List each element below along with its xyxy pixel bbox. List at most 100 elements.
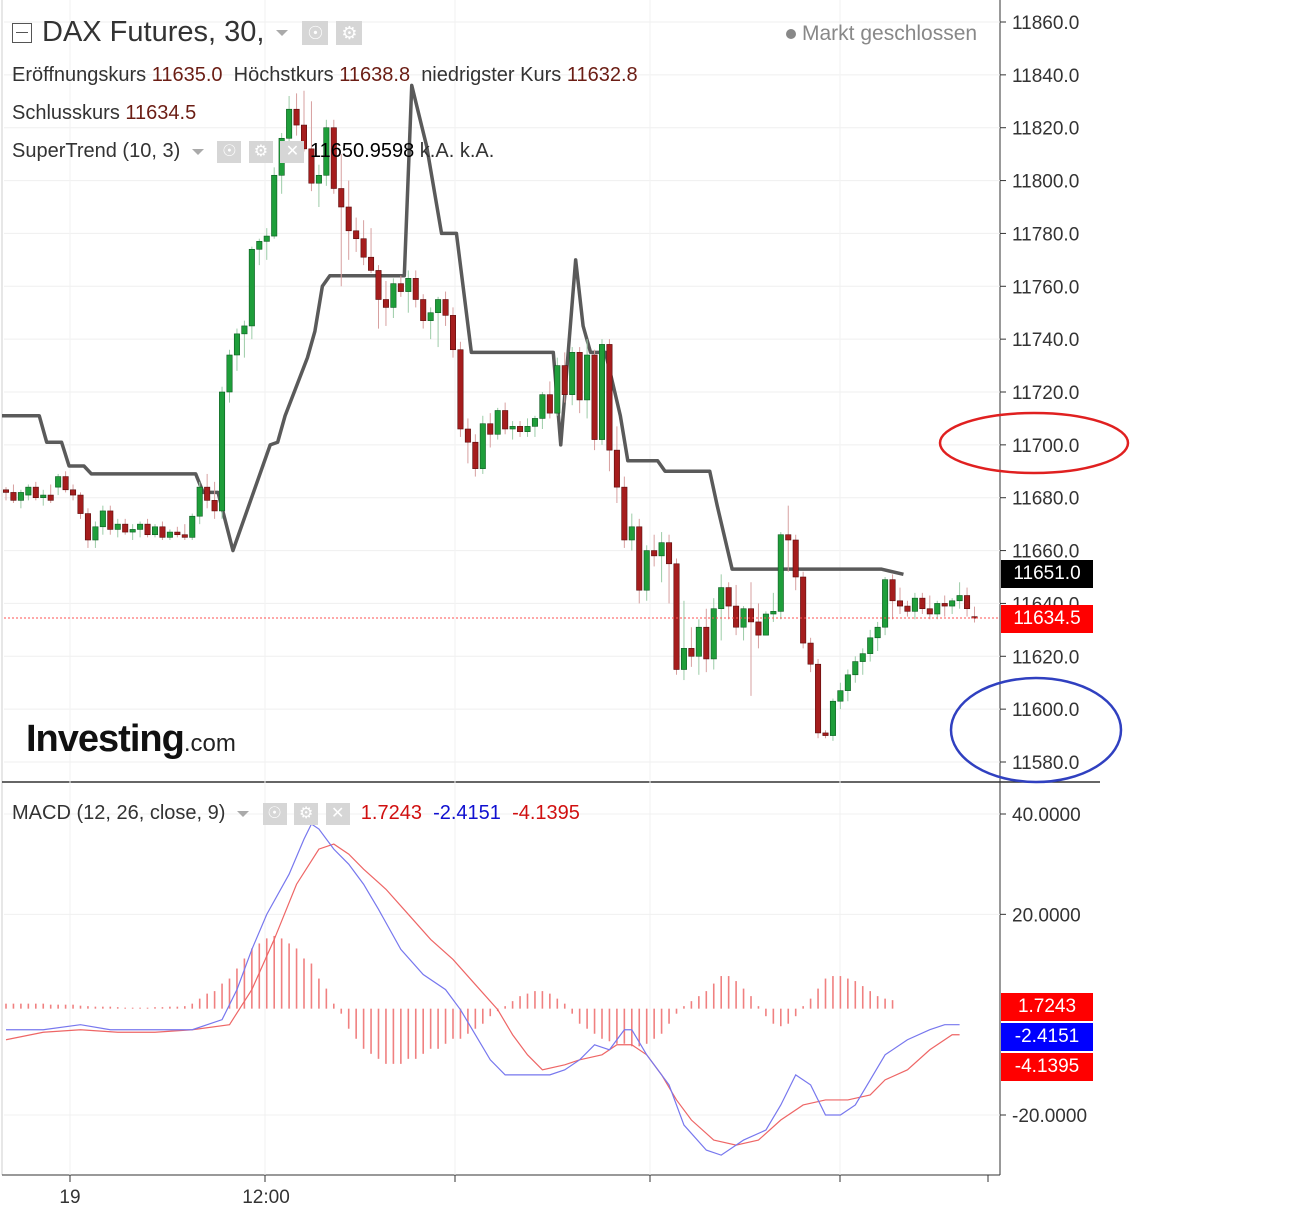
candle-body (286, 108, 293, 139)
candle-body (226, 354, 233, 393)
candle-body (137, 523, 144, 530)
red-annotation-circle (938, 411, 1130, 475)
candle-body (956, 595, 963, 602)
candle-body (397, 283, 404, 292)
candle-body (17, 492, 24, 501)
candle-body (405, 278, 412, 292)
candle-body (695, 626, 702, 657)
candle-body (725, 587, 732, 607)
candle-body (971, 616, 978, 619)
candle-body (99, 510, 106, 528)
price-tick-label: 11840.0 (1012, 66, 1079, 87)
candle-body (673, 563, 680, 670)
caret-down-icon[interactable] (236, 810, 249, 817)
supertrend-label[interactable]: SuperTrend (10, 3) (12, 140, 181, 162)
candle-body (598, 344, 605, 440)
close-icon[interactable]: ✕ (325, 802, 350, 825)
close-legend: Schlusskurs 11634.5 (12, 102, 196, 125)
macd-lines (5, 823, 960, 1156)
gear-icon[interactable]: ⚙ (294, 802, 319, 825)
candle-body (62, 476, 69, 491)
candle-body (934, 603, 941, 615)
candle-body (189, 515, 196, 538)
macd-signal-tag: -4.1395 (1001, 1053, 1093, 1081)
candle-body (576, 352, 583, 401)
candle-body (233, 333, 240, 356)
caret-down-icon[interactable] (191, 148, 204, 155)
candle-body (911, 597, 918, 612)
symbol-title[interactable]: DAX Futures, 30, (42, 16, 265, 48)
close-icon[interactable]: ✕ (280, 140, 305, 163)
candle-body (569, 352, 576, 395)
candle-body (807, 642, 814, 665)
ohlc-legend: Eröffnungskurs 11635.0 Höchstkurs 11638.… (12, 64, 638, 87)
macd-hist-tag: 1.7243 (1001, 993, 1093, 1021)
candle-body (144, 523, 151, 536)
candle-body (122, 523, 129, 533)
price-tick-label: 11660.0 (1012, 542, 1079, 563)
candle-body (896, 600, 903, 607)
candle-body (159, 526, 166, 538)
price-tick-label: 11700.0 (1012, 436, 1079, 457)
market-status-text: Markt geschlossen (802, 22, 978, 45)
gear-icon[interactable]: ⚙ (336, 20, 363, 45)
candle-body (904, 605, 911, 612)
candle-body (420, 299, 427, 321)
last-price-tag: 11634.5 (1001, 605, 1093, 633)
candle-body (792, 539, 799, 578)
candle-body (770, 611, 777, 615)
caret-down-icon[interactable] (276, 29, 289, 36)
candle-body (852, 661, 859, 676)
candle-body (874, 626, 881, 639)
candle-body (815, 663, 822, 734)
price-tick-label: 11620.0 (1012, 647, 1079, 668)
candle-body (315, 174, 322, 184)
candle-body (368, 256, 375, 271)
price-tick-label: 11760.0 (1012, 277, 1079, 298)
macd-label[interactable]: MACD (12, 26, close, 9) (12, 802, 226, 824)
macd-hist-value: 1.7243 (360, 802, 422, 824)
eye-icon[interactable]: ☉ (302, 20, 329, 45)
candle-body (293, 108, 300, 126)
low-value: 11632.8 (566, 64, 638, 86)
supertrend-value: 11650.9598 (310, 140, 415, 162)
candle-body (509, 426, 516, 430)
candle-body (584, 354, 591, 401)
candle-body (457, 349, 464, 430)
market-status: Markt geschlossen (786, 22, 977, 46)
macd-tick-label: -20.0000 (1012, 1106, 1087, 1127)
macd-tick-label: 40.0000 (1012, 805, 1081, 826)
candle-body (47, 494, 54, 501)
candle-body (800, 576, 807, 644)
candle-body (479, 423, 486, 469)
candle-body (241, 325, 248, 335)
time-axis[interactable]: 19 12:00 (59, 1175, 989, 1208)
candle-body (166, 531, 173, 538)
candle-body (211, 500, 218, 512)
price-axis[interactable]: 11860.0 11840.0 11820.0 11800.0 11780.0 11760… (1000, 13, 1079, 774)
macd-axis[interactable]: 40.0000 20.0000 -20.0000 (1000, 805, 1087, 1127)
open-value: 11635.0 (151, 64, 223, 86)
candle-body (152, 526, 159, 536)
collapse-icon[interactable] (12, 22, 32, 43)
price-tick-label: 11740.0 (1012, 330, 1079, 351)
candle-body (360, 238, 367, 258)
candlestick-series (2, 90, 978, 741)
low-label: niedrigster Kurs (421, 64, 562, 86)
candle-body (2, 489, 10, 493)
candle-body (308, 148, 315, 184)
candle-body (666, 542, 673, 565)
high-label: Höchstkurs (233, 64, 334, 86)
candle-body (40, 494, 47, 499)
supertrend-extra-2: k.A. (459, 140, 495, 162)
candle-body (353, 230, 360, 240)
gear-icon[interactable]: ⚙ (248, 140, 273, 163)
eye-icon[interactable]: ☉ (262, 802, 287, 825)
candle-body (710, 608, 717, 660)
candle-body (472, 441, 479, 469)
macd-signal-line (5, 843, 960, 1146)
candle-body (55, 476, 62, 488)
eye-icon[interactable]: ☉ (217, 140, 242, 163)
supertrend-legend: SuperTrend (10, 3) ☉ ⚙ ✕ 11650.9598 k.A.… (12, 140, 494, 163)
